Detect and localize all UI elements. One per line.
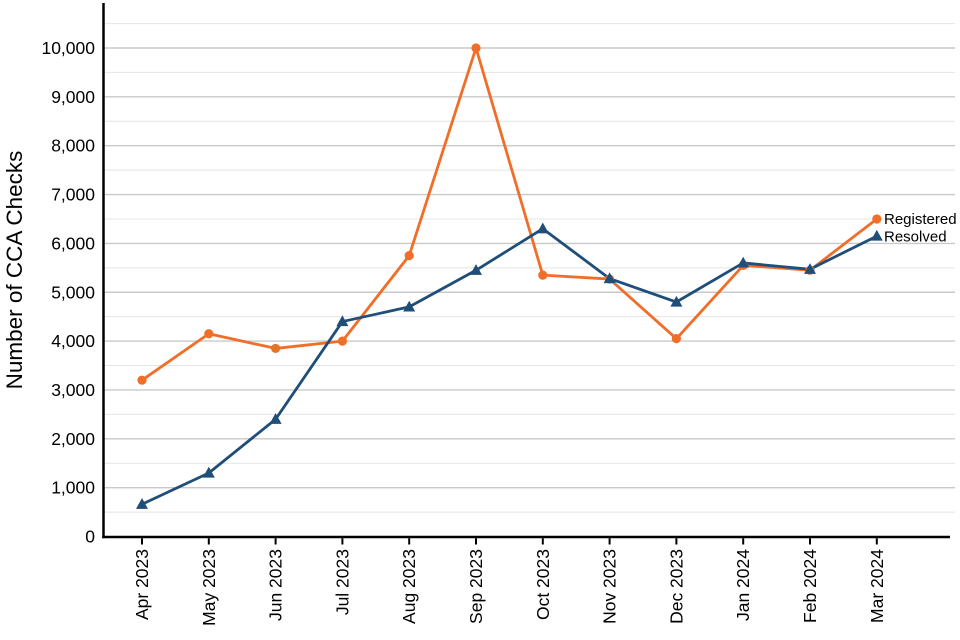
data-point-registered: [337, 336, 347, 346]
data-point-resolved: [403, 300, 416, 312]
y-tick-label: 0: [85, 527, 95, 547]
data-point-registered: [872, 214, 882, 224]
data-point-resolved: [804, 263, 816, 274]
y-tick-label: 5,000: [51, 282, 95, 302]
data-point-resolved: [336, 315, 349, 327]
series-line-resolved: [140, 227, 879, 506]
x-tick-label: Jul 2023: [332, 549, 352, 615]
x-tick-label: Aug 2023: [399, 549, 419, 624]
data-point-registered: [271, 343, 281, 354]
data-point-resolved: [670, 295, 683, 307]
data-point-resolved: [536, 222, 549, 234]
x-tick-label: Feb 2024: [800, 549, 820, 623]
y-tick-label: 9,000: [51, 87, 95, 107]
y-tick-label: 1,000: [51, 478, 95, 498]
x-tick-label: Nov 2023: [600, 549, 620, 624]
data-point-resolved: [737, 256, 750, 268]
y-tick-label: 2,000: [51, 429, 95, 449]
x-tick-label: Dec 2023: [666, 549, 686, 624]
x-tick-label: Mar 2024: [867, 549, 887, 623]
data-point-resolved: [603, 272, 616, 284]
data-point-resolved: [136, 498, 148, 509]
y-tick-label: 8,000: [51, 136, 95, 156]
x-tick-label: Jan 2024: [733, 549, 753, 621]
x-tick-label: Jun 2023: [266, 549, 286, 621]
data-point-resolved: [202, 466, 215, 478]
series-line-registered: [140, 46, 879, 382]
data-point-registered: [404, 251, 414, 261]
y-tick-label: 4,000: [51, 331, 95, 351]
x-tick-label: Sep 2023: [466, 549, 486, 624]
x-tick-label: Oct 2023: [533, 549, 553, 620]
y-tick-label: 3,000: [51, 380, 95, 400]
x-tick-label: May 2023: [199, 549, 219, 626]
data-point-resolved: [269, 413, 282, 424]
data-point-registered: [137, 375, 147, 385]
data-point-resolved: [470, 264, 482, 275]
data-point-resolved: [870, 229, 883, 241]
data-point-registered: [204, 329, 214, 339]
y-tick-label: 7,000: [51, 185, 95, 205]
data-point-registered: [671, 334, 682, 344]
series-label-resolved: Resolved: [884, 228, 947, 245]
data-point-registered: [471, 43, 481, 53]
y-axis-title: Number of CCA Checks: [2, 151, 27, 390]
x-tick-label: Apr 2023: [132, 549, 152, 620]
data-point-registered: [538, 270, 548, 280]
series-label-registered: Registered: [884, 211, 957, 228]
y-tick-label: 10,000: [41, 38, 95, 58]
y-tick-label: 6,000: [51, 233, 95, 253]
